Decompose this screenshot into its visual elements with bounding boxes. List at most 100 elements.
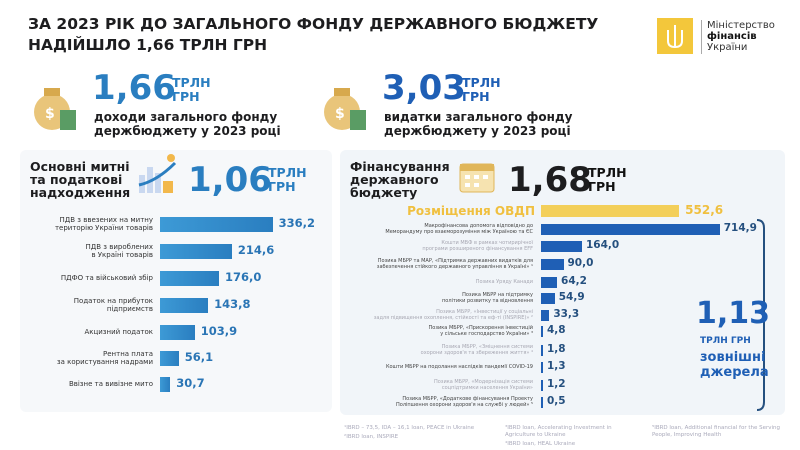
bar-label-line: Поліпшення охорони здоров'я на службі у … <box>396 402 533 408</box>
bar-label-line: за користування надрами <box>56 358 153 366</box>
external-sources-label: зовнішні джерела <box>700 350 769 380</box>
bar-label: Ввізне та вивізне мито <box>20 380 153 388</box>
bar-value: 30,7 <box>176 376 205 390</box>
bar-label-line: задля підвищення охоплення, стійкості та… <box>373 315 533 321</box>
bar-value: 54,9 <box>558 291 585 303</box>
bar-label: Позика Уряду Канади <box>333 279 533 285</box>
trident-emblem-icon <box>657 18 693 54</box>
bar-label-line: Позика МБРР на підтримку <box>462 292 533 298</box>
bar-label: Позика МБРР, «Прискорення інвестицій у сі… <box>333 325 533 337</box>
bar-label: Акцизний податок <box>20 328 153 336</box>
bar-label: Макрофінансова допомога відповідно до Мем… <box>333 223 533 235</box>
bar-label-line: у сільське господарство України» ³ <box>440 331 533 337</box>
bar-label: ПДВ з ввезених на митну територію України… <box>20 216 153 232</box>
bar-label-line: Позика МБРР та МАР, «Підтримка державних… <box>377 258 533 264</box>
footnote-1: ¹IBRD – 73,5, IDA – 16,1 loan, PEACE in … <box>344 425 475 431</box>
footnote-5: ⁵IBRD loan, Additional financial for the… <box>652 425 780 438</box>
bar <box>541 258 564 270</box>
bar-label-line: територію України товарів <box>54 224 153 232</box>
bar-label-line: Кошти МБРР на подолання наслідків пандем… <box>385 364 533 370</box>
external-sources-unit: ТРЛН ГРН <box>700 336 751 346</box>
revenue-unit: ТРЛН ГРН <box>172 75 211 104</box>
bar-label: Позика МБРР, «Зміцнення системи охорони з… <box>333 344 533 356</box>
bar-label-line: підприємств <box>106 305 153 313</box>
bar <box>541 240 582 252</box>
bar <box>541 292 555 304</box>
bar-label: Кошти МБРР на подолання наслідків пандем… <box>333 364 533 370</box>
expenditure-caption: видатки загального фонду держбюджету у 20… <box>384 110 573 138</box>
svg-text:$: $ <box>45 106 55 122</box>
bar-label-line: ПДВ з ввезених на митну <box>59 216 153 224</box>
page-title: ЗА 2023 РІК ДО ЗАГАЛЬНОГО ФОНДУ ДЕРЖАВНО… <box>28 14 628 56</box>
bar-label: Розміщення ОВДП <box>407 204 535 218</box>
bar-label-line: охорони здоров'я та збереження життя» ⁴ <box>420 350 533 356</box>
bar-value: 90,0 <box>567 257 594 269</box>
bar <box>541 379 543 391</box>
bar <box>541 205 680 217</box>
external-sources-bracket <box>756 219 765 411</box>
bar-label-line: в Україні товарів <box>91 251 153 259</box>
svg-text:$: $ <box>335 106 345 122</box>
bar-label: ПДФО та військовий збір <box>20 274 153 282</box>
expenditure-unit: ТРЛН ГРН <box>462 75 501 104</box>
calendar-icon <box>459 163 495 193</box>
footnote-2: ²IBRD loan, INSPIRE <box>344 434 399 440</box>
bar <box>160 376 171 392</box>
bar <box>160 216 273 232</box>
bar-label-line: Макрофінансова допомога відповідно до <box>424 223 533 229</box>
title-line-2: НАДІЙШЛО 1,66 ТРЛН ГРН <box>28 36 268 54</box>
bar <box>160 243 232 259</box>
bar <box>160 350 179 366</box>
footnote-4: ⁴IBRD loan, HEAL Ukraine <box>505 441 576 447</box>
bar-label-line: Кошти МВФ в рамках чотирирічної <box>441 240 533 246</box>
bar-label: ПДВ з вироблених в Україні товарів <box>20 243 153 259</box>
bar-label: Рентна плата за користування надрами <box>20 350 153 366</box>
bar-value: 64,2 <box>561 275 587 287</box>
logo-text-2: фінансів <box>707 31 757 42</box>
logo-text-1: Міністерство <box>707 20 775 31</box>
bar-value: 714,9 <box>723 222 757 234</box>
bar-label-line: Позика МБРР, «Модернізація системи <box>433 379 533 385</box>
footnote-3: ³IBRD loan, Accelerating Investment in A… <box>505 425 612 438</box>
money-bag-icon: $ <box>34 88 76 130</box>
taxes-heading: Основні митні та податкові надходження <box>30 159 131 200</box>
bar-value: 164,0 <box>586 239 620 251</box>
bar-label-line: Позика МБРР, «Прискорення інвестицій <box>428 325 533 331</box>
bar-value: 214,6 <box>237 243 275 257</box>
financing-panel <box>340 150 785 415</box>
bar <box>541 325 543 337</box>
bar-value: 176,0 <box>224 270 262 284</box>
bar-label: Позика МБРР, «Модернізація системи соцпід… <box>333 379 533 391</box>
bar-label: Кошти МВФ в рамках чотирирічної програми … <box>333 240 533 252</box>
bar-value: 56,1 <box>184 350 214 364</box>
financing-heading: Фінансування державного бюджету <box>350 159 450 200</box>
bar-value: 552,6 <box>685 203 724 217</box>
external-sources-value: 1,13 <box>696 296 771 331</box>
expenditure-value: 3,03 <box>382 68 466 108</box>
title-line-1: ЗА 2023 РІК ДО ЗАГАЛЬНОГО ФОНДУ ДЕРЖАВНО… <box>28 15 599 33</box>
logo-text-3: України <box>707 42 748 53</box>
bar <box>160 297 209 313</box>
bar-value: 1,3 <box>547 360 566 372</box>
bar <box>160 324 195 340</box>
bar-value: 0,5 <box>547 395 566 407</box>
money-bag-icon: $ <box>324 88 366 130</box>
financing-unit: ТРЛН ГРН <box>588 165 627 194</box>
bar-value: 1,8 <box>547 343 566 355</box>
bar-value: 33,3 <box>553 308 580 320</box>
bar-label: Позика МБРР, «Додаткове фінансування Про… <box>333 396 533 408</box>
bar-label-line: Податок на прибуток <box>73 297 153 305</box>
bar-value: 143,8 <box>214 297 251 311</box>
ministry-logo: Міністерство фінансів України <box>657 18 797 58</box>
bar-label: Позика МБРР, «Інвестиції у соціальні задл… <box>333 309 533 321</box>
bar-value: 1,2 <box>547 378 566 390</box>
bar-label-line: Позика МБРР, «Зміцнення системи <box>441 344 533 350</box>
bar-label-line: ПДВ з вироблених <box>85 243 153 251</box>
bar-value: 336,2 <box>278 216 316 230</box>
bar-label-line: програми розширеного фінансування EFF <box>422 246 533 252</box>
taxes-unit: ТРЛН ГРН <box>268 165 307 194</box>
bar-value: 4,8 <box>547 324 566 336</box>
bar <box>541 344 543 356</box>
financing-value: 1,68 <box>508 160 592 200</box>
bar <box>541 309 550 321</box>
